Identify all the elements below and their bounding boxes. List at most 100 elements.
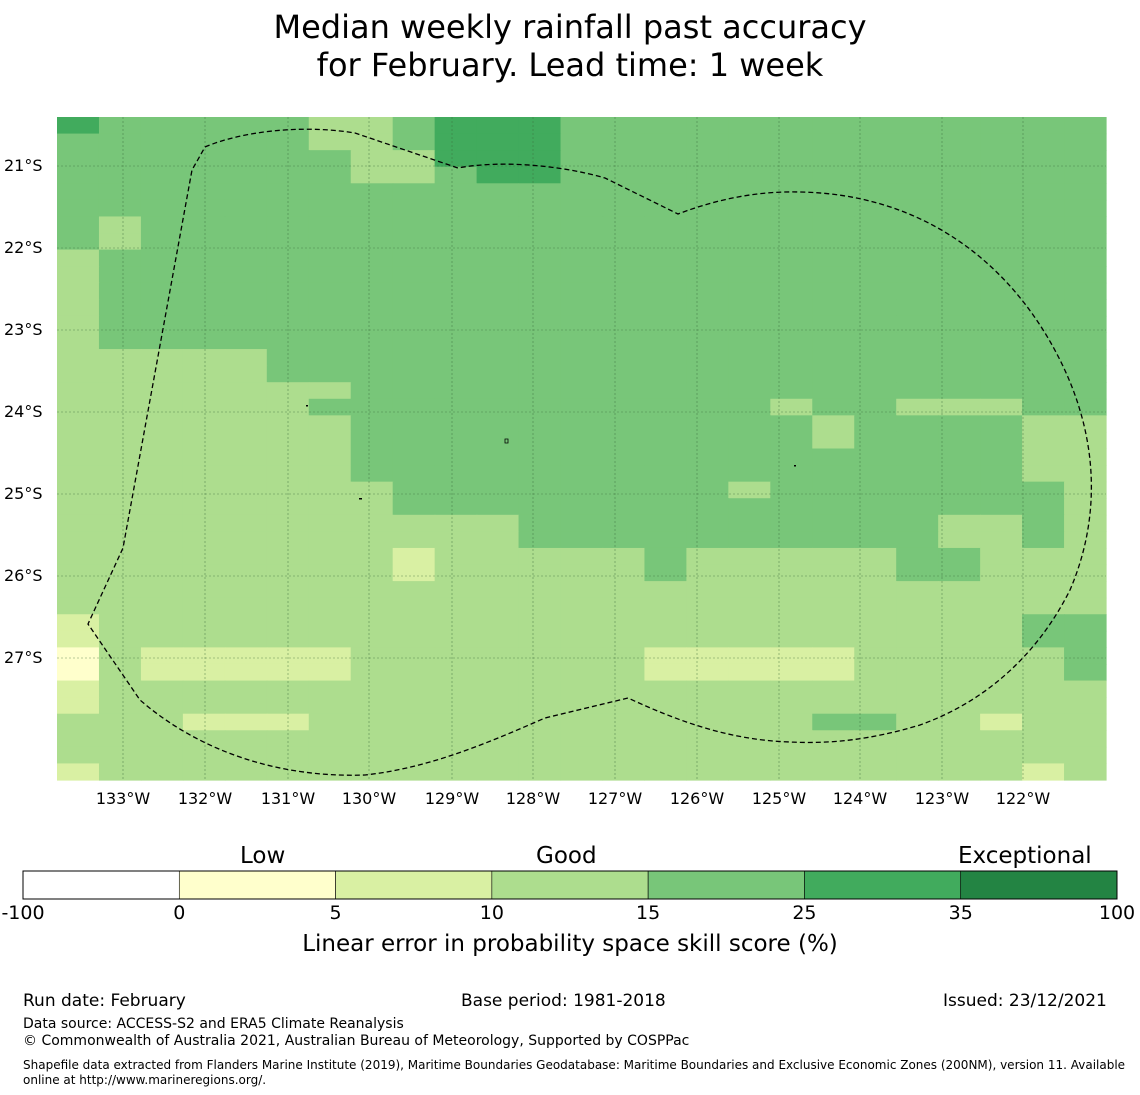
grid-cell xyxy=(225,183,268,200)
grid-cell xyxy=(561,531,604,548)
grid-cell xyxy=(854,266,897,283)
grid-cell xyxy=(938,449,981,466)
grid-cell xyxy=(1064,531,1107,548)
grid-cell xyxy=(519,117,562,134)
grid-cell xyxy=(393,647,436,664)
grid-cell xyxy=(141,498,184,515)
grid-cell xyxy=(602,515,645,532)
grid-cell xyxy=(938,150,981,167)
grid-cell xyxy=(980,349,1023,366)
grid-cell xyxy=(896,714,939,731)
grid-cell xyxy=(351,482,394,499)
grid-cell xyxy=(519,200,562,217)
grid-cell xyxy=(728,697,771,714)
grid-cell xyxy=(938,581,981,598)
grid-cell xyxy=(141,183,184,200)
grid-cell xyxy=(812,432,855,449)
grid-cell xyxy=(728,200,771,217)
grid-cell xyxy=(602,283,645,300)
grid-cell xyxy=(393,482,436,499)
grid-cell xyxy=(854,366,897,383)
grid-cell xyxy=(57,332,100,349)
grid-cell xyxy=(99,664,142,681)
grid-cell xyxy=(896,763,939,780)
grid-cell xyxy=(225,382,268,399)
grid-cell xyxy=(602,581,645,598)
grid-cell xyxy=(309,647,352,664)
grid-cell xyxy=(644,531,687,548)
grid-cell xyxy=(644,614,687,631)
grid-cell xyxy=(686,565,729,582)
grid-cell xyxy=(57,382,100,399)
grid-cell xyxy=(728,565,771,582)
grid-cell xyxy=(393,730,436,747)
grid-cell xyxy=(980,233,1023,250)
grid-cell xyxy=(1064,548,1107,565)
grid-cell xyxy=(561,581,604,598)
grid-cell xyxy=(770,697,813,714)
grid-cell xyxy=(644,747,687,764)
colorbar xyxy=(23,871,1117,899)
grid-cell xyxy=(602,465,645,482)
grid-cell xyxy=(141,150,184,167)
grid-cell xyxy=(351,200,394,217)
grid-cell xyxy=(1064,515,1107,532)
grid-cell xyxy=(57,150,100,167)
grid-cell xyxy=(1022,531,1065,548)
grid-cell xyxy=(519,681,562,698)
grid-cell xyxy=(351,531,394,548)
grid-cell xyxy=(225,432,268,449)
island-mark xyxy=(306,405,308,407)
grid-cell xyxy=(938,515,981,532)
grid-cell xyxy=(183,730,226,747)
grid-cell xyxy=(686,482,729,499)
grid-cell xyxy=(980,200,1023,217)
grid-cell xyxy=(854,482,897,499)
grid-cell xyxy=(393,283,436,300)
grid-cell xyxy=(938,697,981,714)
grid-cell xyxy=(938,664,981,681)
grid-cell xyxy=(477,581,520,598)
grid-cell xyxy=(57,399,100,416)
grid-cell xyxy=(183,349,226,366)
grid-cell xyxy=(980,647,1023,664)
latitude-label: 22°S xyxy=(4,238,43,257)
grid-cell xyxy=(1064,482,1107,499)
grid-cell xyxy=(644,697,687,714)
grid-cell xyxy=(644,548,687,565)
grid-cell xyxy=(770,565,813,582)
grid-cell xyxy=(435,250,478,267)
grid-cell xyxy=(519,167,562,184)
grid-cell xyxy=(686,117,729,134)
issued-date: Issued: 23/12/2021 xyxy=(943,991,1107,1011)
grid-cell xyxy=(225,150,268,167)
grid-cell xyxy=(644,167,687,184)
grid-cell xyxy=(99,681,142,698)
grid-cell xyxy=(1022,515,1065,532)
grid-cell xyxy=(602,598,645,615)
grid-cell xyxy=(1064,432,1107,449)
grid-cell xyxy=(1022,183,1065,200)
longitude-label: 132°W xyxy=(165,789,245,808)
grid-cell xyxy=(1064,763,1107,780)
grid-cell xyxy=(435,216,478,233)
grid-cell xyxy=(309,614,352,631)
grid-cell xyxy=(183,548,226,565)
grid-cell xyxy=(686,250,729,267)
grid-cell xyxy=(1022,747,1065,764)
grid-cell xyxy=(477,763,520,780)
grid-cell xyxy=(435,167,478,184)
grid-cell xyxy=(686,167,729,184)
grid-cell xyxy=(1064,399,1107,416)
grid-cell xyxy=(435,531,478,548)
grid-cell xyxy=(561,482,604,499)
grid-cell xyxy=(854,233,897,250)
grid-cell xyxy=(980,366,1023,383)
grid-cell xyxy=(225,216,268,233)
grid-cell xyxy=(1022,763,1065,780)
grid-cell xyxy=(728,216,771,233)
grid-cell xyxy=(477,647,520,664)
grid-cell xyxy=(309,382,352,399)
grid-cell xyxy=(519,250,562,267)
grid-cell xyxy=(183,399,226,416)
